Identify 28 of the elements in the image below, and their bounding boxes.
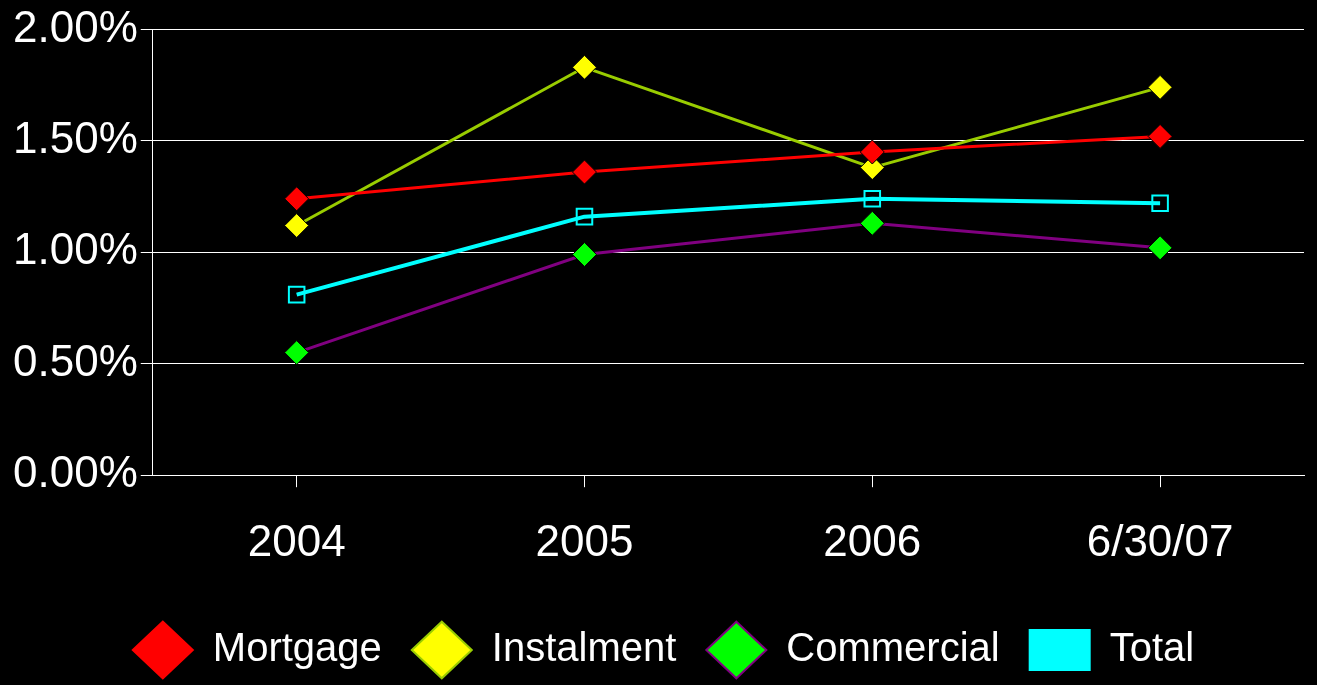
point bbox=[284, 213, 310, 239]
x-tick-label: 2004 bbox=[247, 515, 346, 565]
point bbox=[571, 242, 597, 268]
point bbox=[284, 186, 310, 212]
y-tick-label: 1.00% bbox=[12, 224, 138, 274]
y-tick-label: 2.00% bbox=[12, 1, 138, 51]
y-tick-label: 0.00% bbox=[12, 447, 138, 497]
legend-label: Instalment bbox=[491, 625, 677, 670]
point bbox=[1147, 74, 1173, 100]
legend-label: Total bbox=[1109, 625, 1195, 670]
point bbox=[1147, 235, 1173, 261]
y-tick-label: 0.50% bbox=[12, 335, 138, 385]
point bbox=[571, 54, 597, 80]
point bbox=[571, 159, 597, 185]
point bbox=[1147, 123, 1173, 149]
point bbox=[287, 285, 306, 304]
y-tick-label: 1.50% bbox=[12, 112, 138, 162]
x-tick-label: 2006 bbox=[823, 515, 922, 565]
x-tick-label: 2005 bbox=[535, 515, 634, 565]
point bbox=[284, 340, 310, 366]
point bbox=[859, 139, 885, 165]
legend-label: Commercial bbox=[786, 625, 1000, 670]
point bbox=[575, 207, 594, 226]
point bbox=[1151, 194, 1169, 213]
point bbox=[859, 210, 885, 236]
x-tick-label: 6/30/07 bbox=[1086, 515, 1234, 565]
point bbox=[863, 190, 882, 208]
legend-label: Mortgage bbox=[212, 625, 382, 670]
